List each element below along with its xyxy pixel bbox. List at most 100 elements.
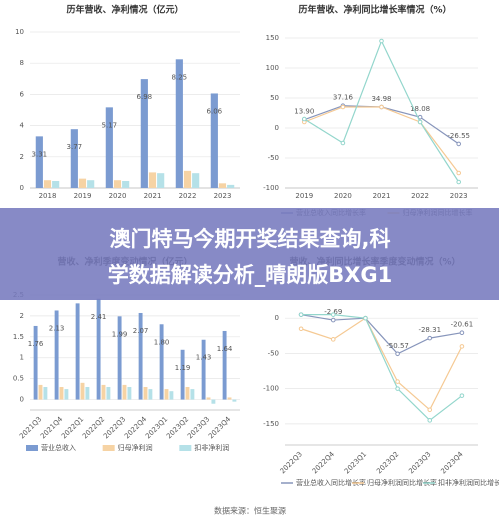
bar	[143, 387, 148, 400]
y-tick-label: 0	[20, 396, 24, 404]
y-tick-label: -50	[268, 349, 279, 357]
data-label: 1.99	[112, 330, 128, 338]
data-label: 3.77	[67, 143, 83, 151]
bar	[105, 107, 113, 188]
y-tick-label: 1.5	[13, 333, 24, 341]
bar	[80, 382, 85, 400]
bar	[43, 180, 52, 188]
y-tick-label: -100	[263, 184, 279, 192]
x-tick-label: 2023	[214, 192, 232, 200]
bar	[232, 399, 237, 402]
bar	[148, 389, 153, 400]
data-label: -2.69	[324, 308, 342, 316]
bar	[185, 387, 190, 400]
legend-swatch	[179, 445, 192, 451]
point	[298, 326, 304, 332]
y-tick-label: 50	[270, 94, 279, 102]
point	[330, 312, 336, 317]
source: 数据来源：恒生聚源	[214, 506, 286, 516]
data-label: 34.98	[371, 95, 391, 103]
point	[302, 116, 307, 122]
x-tick-label: 2021	[144, 192, 162, 200]
data-label: 18.08	[410, 105, 430, 113]
bar	[113, 180, 122, 188]
line	[300, 314, 463, 355]
point	[379, 38, 384, 44]
point	[340, 104, 346, 110]
bar	[43, 387, 48, 400]
y-tick-label: 1	[20, 354, 24, 362]
data-label: 1.43	[196, 354, 212, 362]
bar	[218, 183, 227, 188]
y-tick-label: 0	[20, 184, 24, 192]
point	[417, 119, 423, 125]
bar	[164, 389, 169, 400]
y-tick-label: 2	[20, 153, 24, 161]
y-tick-label: 6	[20, 90, 25, 98]
bar	[157, 173, 165, 188]
bar	[33, 325, 38, 400]
data-label: -50.57	[386, 342, 409, 350]
banner-line: 学数据解读分析_晴朗版BXG1	[108, 263, 393, 287]
banner-bg	[0, 208, 499, 300]
bar	[122, 384, 127, 400]
y-tick-label: -100	[263, 385, 279, 393]
y-tick-label: 0	[275, 314, 279, 322]
data-label: 1.80	[154, 338, 170, 346]
data-label: 1.64	[217, 345, 233, 353]
y-tick-label: -150	[263, 420, 279, 428]
data-label: 37.16	[333, 94, 354, 102]
bar	[190, 389, 195, 400]
x-tick-label: 2022	[179, 192, 197, 200]
data-label: 2.41	[91, 313, 107, 321]
data-label: 5.17	[102, 121, 118, 129]
y-tick-label: 0.5	[13, 375, 24, 383]
bar	[183, 170, 192, 188]
bar	[85, 387, 90, 400]
point	[395, 351, 400, 357]
bar	[138, 312, 143, 400]
bar	[127, 387, 132, 400]
x-tick-label: 2019	[74, 192, 92, 200]
data-label: 2.13	[49, 324, 65, 332]
data-label: -26.55	[447, 132, 470, 140]
point	[459, 393, 465, 398]
bar	[159, 324, 164, 400]
data-label: -28.31	[418, 326, 441, 334]
bar	[117, 316, 122, 400]
bar	[35, 136, 43, 188]
data-label: 6.98	[137, 93, 153, 101]
bar	[70, 129, 78, 188]
point	[395, 379, 400, 384]
y-tick-label: 0	[275, 124, 279, 132]
bar	[106, 387, 111, 400]
data-label: 13.90	[294, 108, 314, 116]
legend-label: 扣非净利润同比增长率	[438, 478, 499, 487]
bar	[59, 387, 64, 400]
y-tick-label: 8	[20, 59, 24, 67]
bar	[87, 180, 95, 188]
point	[330, 317, 336, 323]
point	[427, 418, 433, 423]
point	[459, 330, 465, 336]
data-label: 1.19	[175, 364, 191, 372]
point	[427, 407, 433, 413]
x-tick-label: 2023	[450, 192, 468, 200]
bar	[75, 303, 80, 400]
legend-label: 营业总收入	[41, 443, 76, 452]
legend-swatch	[102, 445, 115, 451]
data-label: 8.25	[172, 73, 188, 81]
banner-line: 澳门特马今期开奖结果查询,科	[110, 227, 391, 251]
line	[300, 317, 463, 411]
bar	[64, 389, 69, 400]
bar	[206, 397, 211, 400]
legend-label: 归母净利润	[118, 443, 153, 452]
bar	[122, 180, 130, 188]
bar	[175, 59, 183, 188]
x-tick-label: 2021	[373, 192, 391, 200]
point	[379, 104, 384, 110]
data-label: 1.76	[28, 340, 44, 348]
point	[363, 315, 368, 321]
y-tick-label: 10	[15, 28, 24, 36]
